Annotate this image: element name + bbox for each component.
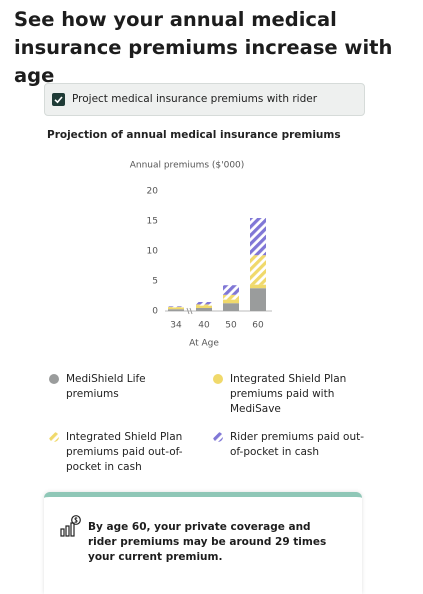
y-axis-title: Annual premiums ($'000) bbox=[130, 161, 245, 171]
bar-segment bbox=[196, 305, 212, 308]
bar-segment bbox=[223, 285, 239, 295]
bar-segment bbox=[168, 309, 184, 311]
bar-segment bbox=[196, 304, 212, 306]
toggle-box[interactable] bbox=[44, 83, 365, 116]
y-tick-label: 10 bbox=[147, 247, 159, 257]
legend-dot bbox=[213, 374, 223, 384]
bar-segment bbox=[223, 299, 239, 304]
checkbox[interactable] bbox=[52, 93, 65, 106]
y-tick-label: 20 bbox=[147, 187, 159, 197]
bar-segment bbox=[196, 308, 212, 311]
bar-segment bbox=[250, 255, 266, 285]
legend-dot bbox=[213, 432, 223, 442]
legend-swatch bbox=[213, 432, 223, 442]
legend-dot bbox=[49, 374, 59, 384]
x-tick-label: 40 bbox=[198, 321, 210, 331]
bar-segment bbox=[250, 218, 266, 256]
x-axis-title: At Age bbox=[189, 339, 219, 349]
bar-segment bbox=[168, 306, 184, 307]
legend-dot bbox=[49, 432, 59, 442]
callout-icon bbox=[60, 515, 81, 537]
bar-segment bbox=[196, 302, 212, 305]
bar-segment bbox=[223, 294, 239, 300]
x-tick-label: 60 bbox=[252, 321, 264, 331]
axis-break bbox=[186, 307, 193, 315]
x-tick-label: 50 bbox=[225, 321, 237, 331]
legend-swatch bbox=[49, 374, 59, 384]
legend-swatch bbox=[49, 432, 59, 442]
bar-segment bbox=[250, 288, 266, 311]
y-tick-label: 15 bbox=[147, 217, 158, 227]
page-title: See how your annual medical insurance pr… bbox=[14, 8, 393, 87]
callout-card bbox=[44, 492, 362, 594]
bar-segment bbox=[250, 284, 266, 289]
callout-text: By age 60, your private coverage and rid… bbox=[88, 521, 327, 563]
toggle-label[interactable]: Project medical insurance premiums with … bbox=[72, 93, 318, 105]
bar-segment bbox=[223, 303, 239, 311]
bar-segment bbox=[168, 307, 184, 310]
chart-heading: Projection of annual medical insurance p… bbox=[47, 129, 341, 141]
legend-label: MediShield Life premiums bbox=[66, 373, 146, 400]
legend-label: Integrated Shield Plan premiums paid wit… bbox=[230, 373, 347, 415]
chart: Annual premiums ($'000) At Age 0 5 10 15 20 3… bbox=[130, 161, 272, 349]
bar-segment bbox=[168, 306, 184, 308]
legend-label: Rider premiums paid out-of-pocket in cas… bbox=[230, 431, 365, 458]
legend-swatch bbox=[213, 374, 223, 384]
x-tick-label: 34 bbox=[170, 321, 182, 331]
legend-label: Integrated Shield Plan premiums paid out… bbox=[66, 431, 183, 473]
y-tick-label: 5 bbox=[152, 277, 158, 287]
y-tick-label: 0 bbox=[152, 307, 158, 317]
